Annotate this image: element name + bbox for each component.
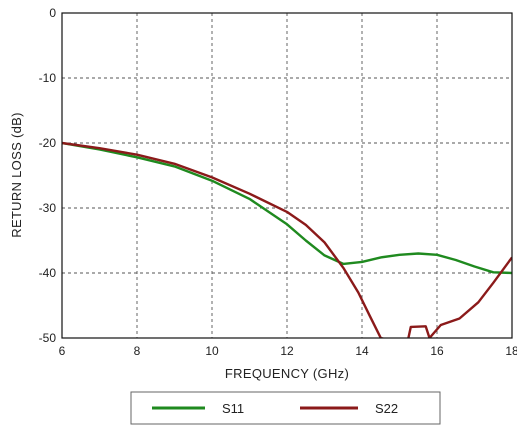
series-line-s11 bbox=[62, 141, 512, 275]
plot-frame bbox=[61, 12, 513, 339]
legend: S11 S22 bbox=[130, 391, 441, 425]
y-tick-label: -40 bbox=[39, 266, 57, 280]
x-tick-label: 6 bbox=[59, 344, 66, 358]
legend-label-s11: S11 bbox=[222, 401, 244, 416]
series-line-s22 bbox=[62, 141, 512, 338]
grid-lines bbox=[62, 13, 512, 338]
y-axis-title: RETURN LOSS (dB) bbox=[9, 112, 24, 237]
x-tick-label: 10 bbox=[205, 344, 219, 358]
y-tick-label: -10 bbox=[39, 71, 57, 85]
x-tick-label: 14 bbox=[355, 344, 369, 358]
legend-label-s22: S22 bbox=[375, 401, 398, 416]
x-tick-label: 16 bbox=[430, 344, 444, 358]
series-layer bbox=[62, 141, 512, 338]
y-axis-ticks: 0 -10 -20 -30 -40 -50 bbox=[39, 6, 57, 345]
y-tick-label: -20 bbox=[39, 136, 57, 150]
x-tick-label: 18 bbox=[505, 344, 517, 358]
x-axis-ticks: 6 8 10 12 14 16 18 bbox=[59, 344, 517, 358]
x-tick-label: 8 bbox=[134, 344, 141, 358]
x-tick-label: 12 bbox=[280, 344, 294, 358]
y-tick-label: 0 bbox=[49, 6, 56, 20]
x-axis-title: FREQUENCY (GHz) bbox=[225, 366, 349, 381]
y-tick-label: -50 bbox=[39, 331, 57, 345]
y-tick-label: -30 bbox=[39, 201, 57, 215]
